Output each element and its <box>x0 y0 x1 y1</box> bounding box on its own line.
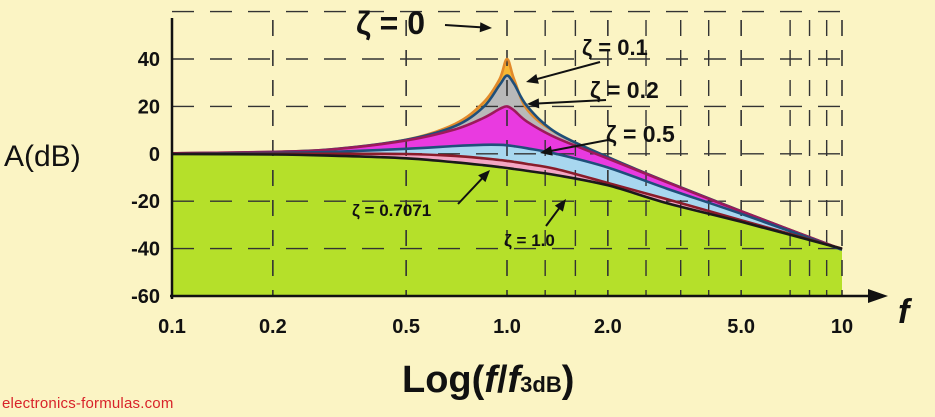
annotation-arrowhead <box>527 98 540 109</box>
annotation-arrowhead <box>478 170 490 183</box>
x-tick-label: 0.1 <box>158 316 186 338</box>
annotation-arrowhead <box>554 199 566 212</box>
x-axis-label: Log(f/f3dB) <box>402 359 574 401</box>
annotation-label: ζ = 0 <box>356 5 425 41</box>
x-label-prefix: Log( <box>402 359 485 401</box>
x-tick-label: 2.0 <box>594 316 622 338</box>
x-label-f: f <box>484 359 500 401</box>
y-tick-label: 40 <box>138 49 160 71</box>
x-tick-label: 0.5 <box>392 316 420 338</box>
x-label-slash: / <box>497 359 508 401</box>
annotation-arrow <box>457 175 486 205</box>
annotation-label: ζ = 0.2 <box>590 77 659 103</box>
tick-labels: 0.1 0.2 0.5 1.0 2.0 5.0 10 40 20 0 -20 -40 -60 <box>131 49 853 338</box>
y-tick-label: -60 <box>131 286 160 308</box>
annotation-arrowhead <box>526 74 539 84</box>
x-tick-label: 5.0 <box>727 316 755 338</box>
grid <box>172 10 850 296</box>
x-tick-label: 10 <box>831 316 853 338</box>
series-fill-1-0 <box>172 154 842 296</box>
series-line-1-0 <box>171 152 843 251</box>
x-label-close: ) <box>562 359 575 401</box>
annotation-label: ζ = 0.5 <box>606 121 675 147</box>
annotation-label: ζ = 0.7071 <box>352 201 431 220</box>
x-axis-arrow <box>868 289 888 303</box>
annotation-arrowhead <box>540 145 553 156</box>
axes <box>170 18 888 303</box>
y-tick-label: -20 <box>131 191 160 213</box>
x-tick-label: 0.2 <box>259 316 287 338</box>
annotation-arrow <box>444 24 485 29</box>
annotation-arrowhead <box>479 22 492 33</box>
series-line-0-2 <box>171 105 843 251</box>
series-lines <box>171 57 843 252</box>
x-label-sub: 3dB <box>520 372 562 397</box>
annotation-arrow <box>534 99 607 105</box>
series-line-0-7071 <box>172 152 843 250</box>
site-credit: electronics-formulas.com <box>2 395 174 412</box>
y-axis-label: A(dB) <box>4 140 81 173</box>
annotation-arrow <box>533 61 601 81</box>
series-line-0-5 <box>171 143 843 252</box>
annotation-label: ζ = 1.0 <box>504 231 555 250</box>
x-tick-label: 1.0 <box>493 316 521 338</box>
annotation-arrow <box>545 204 563 227</box>
x-axis-symbol: f <box>898 293 913 331</box>
y-tick-label: 20 <box>138 96 160 118</box>
annotations: ζ = 0 ζ = 0.1 ζ = 0.2 ζ = 0.5 ζ = 0.7071 ζ = … <box>352 5 675 250</box>
x-label-f3: f <box>508 359 524 401</box>
y-tick-label: -40 <box>131 239 160 261</box>
annotation-arrow <box>547 139 609 153</box>
y-tick-label: 0 <box>149 144 160 166</box>
annotation-label: ζ = 0.1 <box>582 35 648 60</box>
